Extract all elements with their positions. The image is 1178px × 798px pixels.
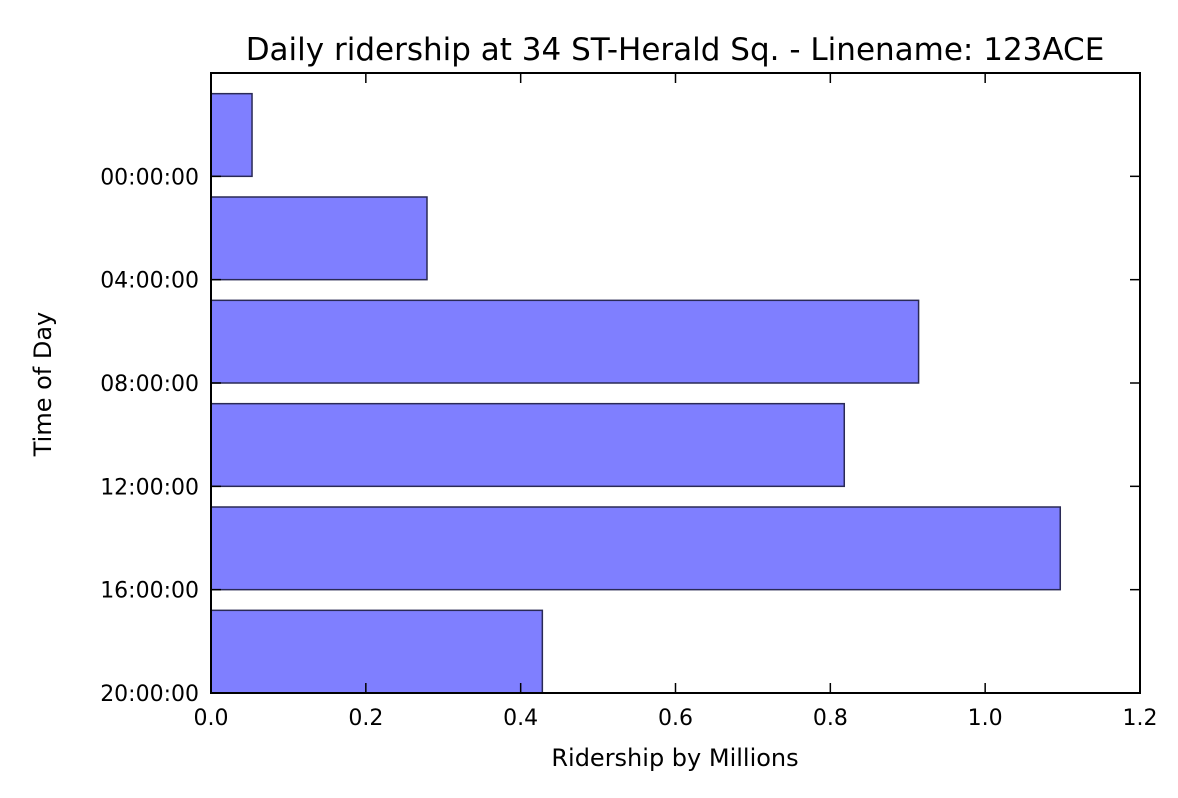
x-tick-label-0.4: 0.4 [503,706,538,731]
y-tick-label-04-00-00: 04:00:00 [100,269,199,294]
x-tick-label-0.0: 0.0 [194,706,229,731]
y-tick-label-00-00-00: 00:00:00 [100,165,199,190]
x-tick-label-0.8: 0.8 [813,706,848,731]
y-tick-label-20-00-00: 20:00:00 [100,682,199,707]
x-tick-label-0.2: 0.2 [348,706,383,731]
x-tick-label-1.2: 1.2 [1123,706,1158,731]
bar-08-00-00 [210,299,920,384]
bar-04-00-00 [210,196,428,281]
bar-12-00-00 [210,402,846,488]
bar-16-00-00 [210,506,1062,591]
bar-20-00-00 [210,609,544,694]
y-tick-label-08-00-00: 08:00:00 [100,372,199,397]
bar-00-00-00 [210,92,253,178]
bars-layer [210,92,1062,694]
chart-title: Daily ridership at 34 ST-Herald Sq. - Li… [246,32,1105,68]
y-tick-label-16-00-00: 16:00:00 [100,579,199,604]
x-tick-label-0.6: 0.6 [658,706,693,731]
x-tick-label-1.0: 1.0 [968,706,1003,731]
y-tick-label-12-00-00: 12:00:00 [100,475,199,500]
x-axis-label: Ridership by Millions [551,744,798,772]
ticks-layer: 0.0 0.2 0.4 0.6 0.8 1.0 1.2 00:00:00 04:00:00 08:… [100,73,1158,731]
y-axis-label: Time of Day [29,312,57,458]
